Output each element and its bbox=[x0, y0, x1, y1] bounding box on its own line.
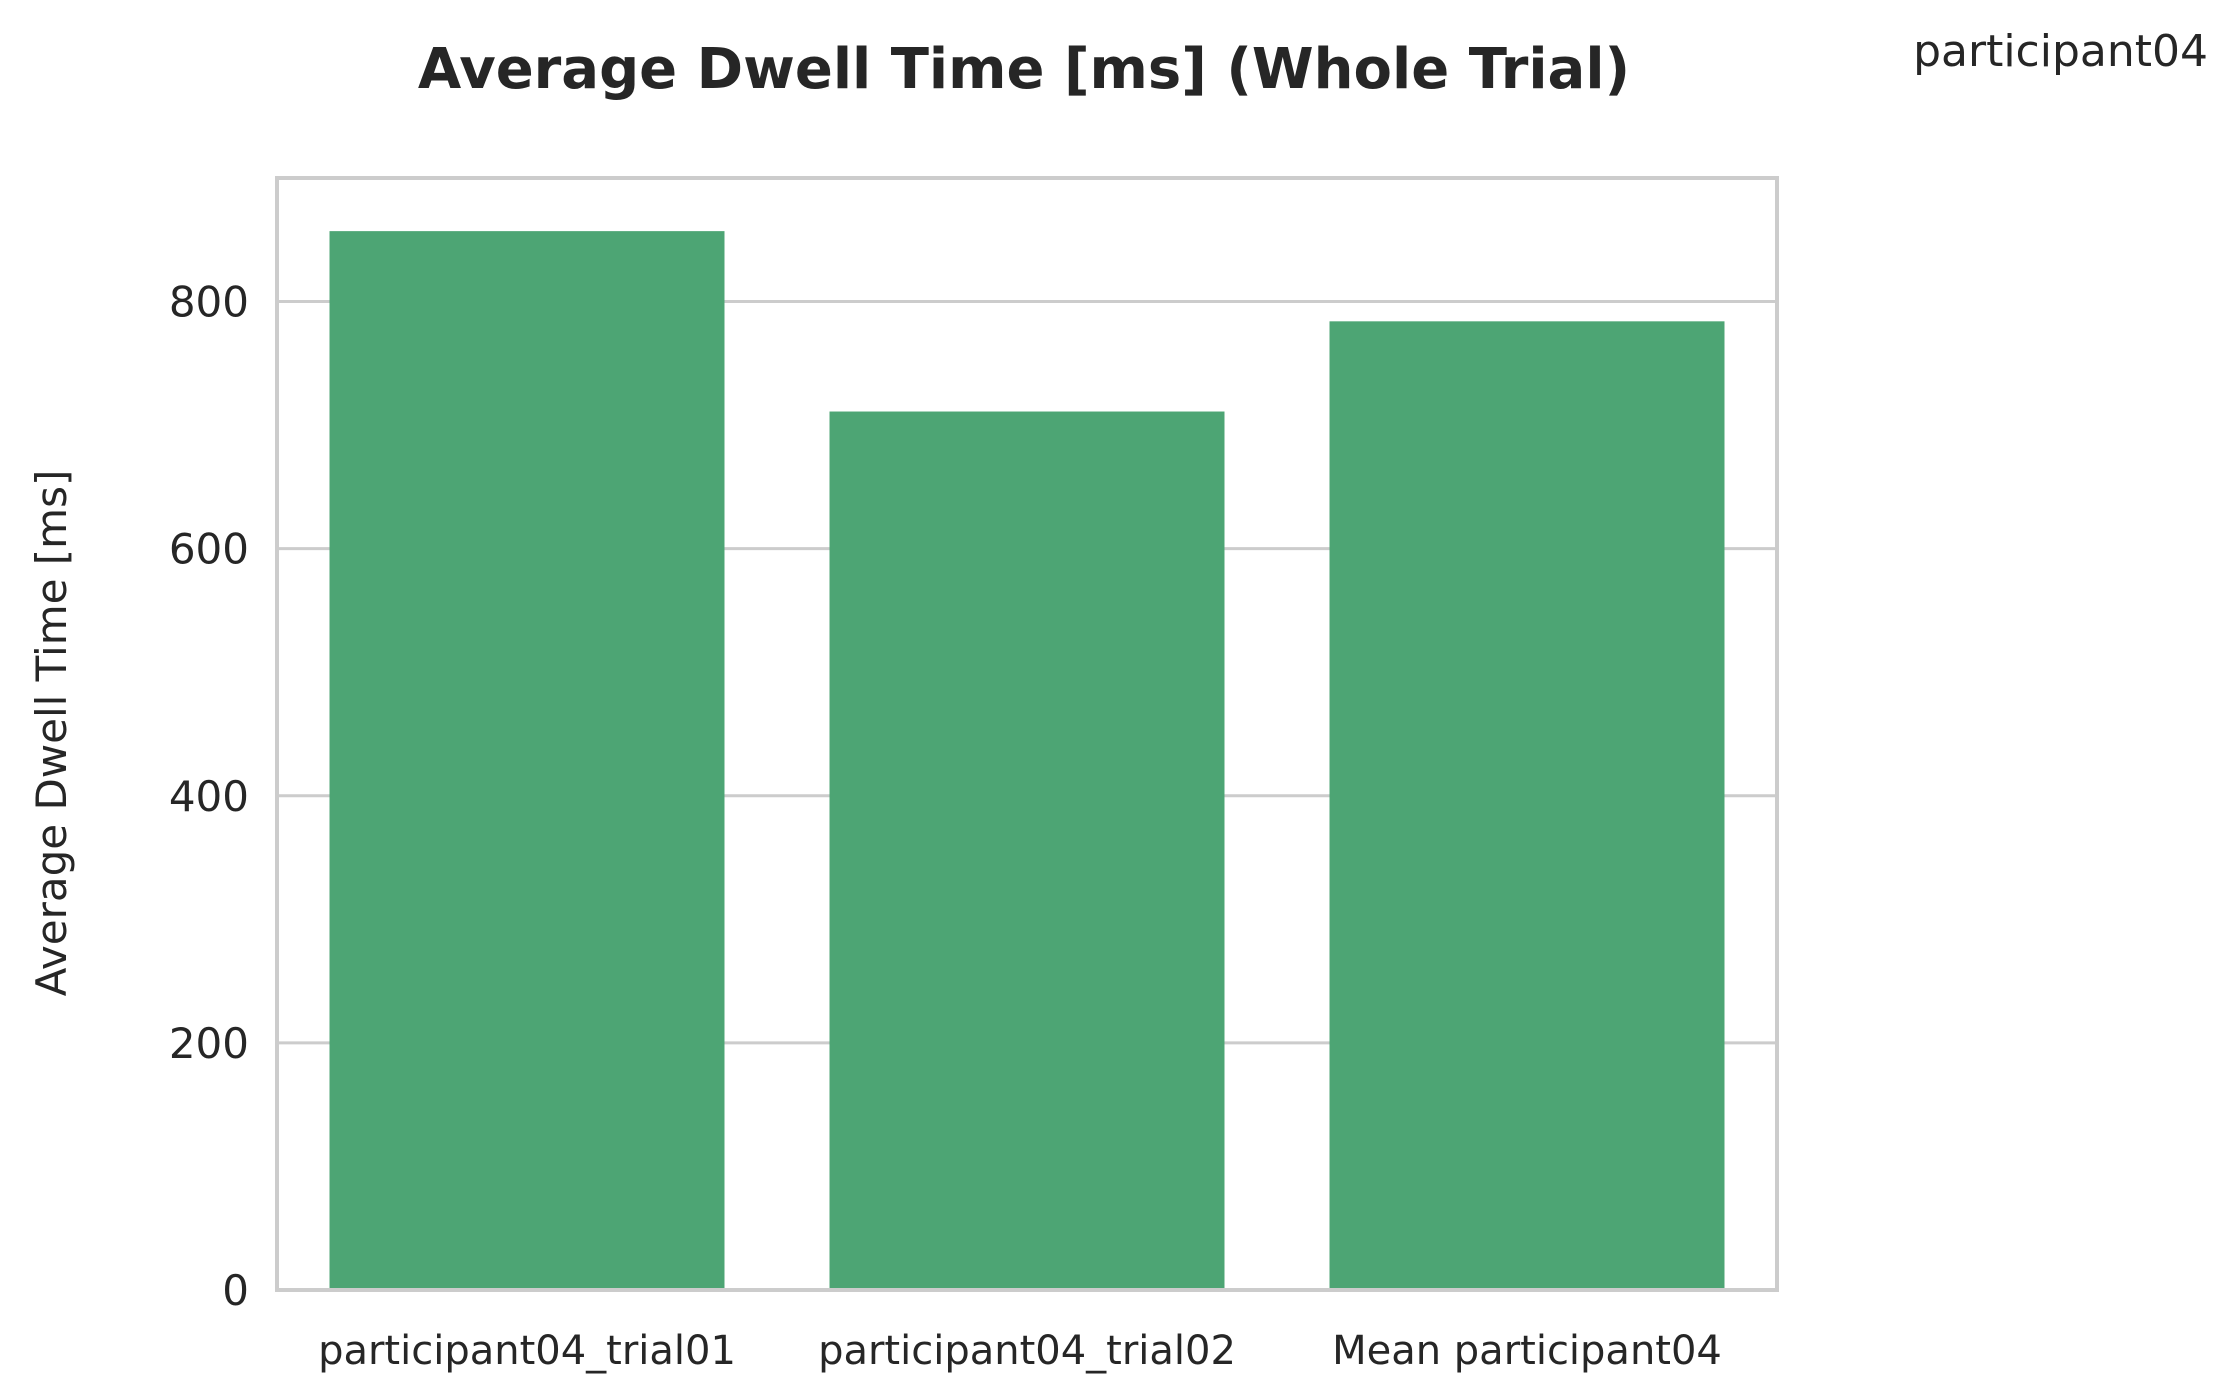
y-tick-label: 600 bbox=[169, 525, 249, 574]
plot-frame bbox=[275, 176, 1779, 1292]
bars bbox=[329, 231, 1725, 1290]
chart-title: Average Dwell Time [ms] (Whole Trial) bbox=[418, 37, 1630, 102]
y-tick-label: 200 bbox=[169, 1019, 249, 1068]
x-axis-ticks: participant04_trial01 participant04_trial… bbox=[318, 1328, 1722, 1374]
bar-1 bbox=[329, 231, 725, 1290]
y-axis-ticks: 0 200 400 600 800 bbox=[169, 278, 249, 1315]
y-tick-label: 0 bbox=[222, 1266, 249, 1315]
y-tick-label: 400 bbox=[169, 772, 249, 821]
x-tick-label: participant04_trial01 bbox=[318, 1328, 736, 1374]
y-tick-label: 800 bbox=[169, 278, 249, 327]
bar-2 bbox=[829, 411, 1225, 1290]
y-axis-label: Average Dwell Time [ms] bbox=[27, 470, 76, 997]
x-tick-label: Mean participant04 bbox=[1332, 1328, 1722, 1374]
x-tick-label: participant04_trial02 bbox=[818, 1328, 1236, 1374]
bar-3 bbox=[1329, 321, 1725, 1290]
participant-label: participant04 bbox=[1913, 26, 2208, 77]
